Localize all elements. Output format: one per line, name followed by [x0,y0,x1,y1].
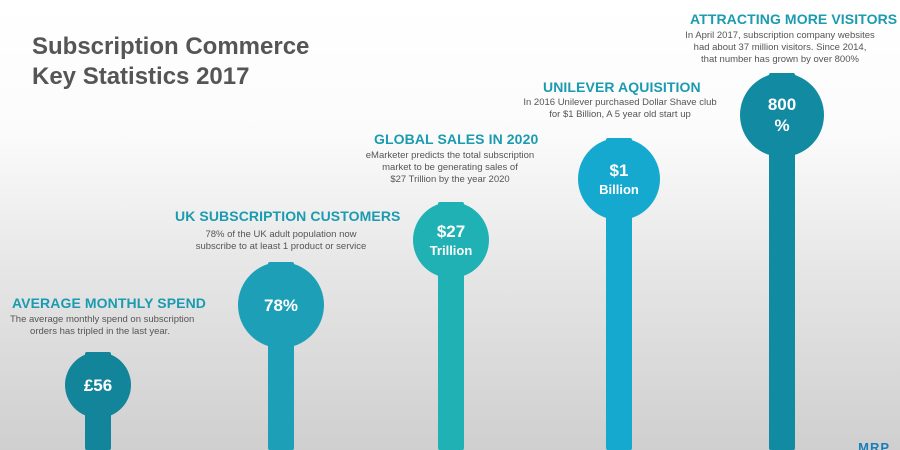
stat-3-heading: GLOBAL SALES IN 2020 [374,131,539,147]
stat-3-marker: $27 Trillion [413,202,489,450]
stat-1-description: The average monthly spend on subscriptio… [10,314,195,337]
stat-4-value-unit: Billion [599,181,639,197]
stat-5-heading: ATTRACTING MORE VISITORS [690,11,898,27]
stat-5-value-unit: % [774,116,790,135]
mrp-logo: MRP [858,440,890,450]
stat-2-value: 78% [263,295,299,315]
title-line-1: Subscription Commerce [32,33,310,60]
stat-3-description: eMarketer predicts the total subscriptio… [365,150,535,185]
stat-2-circle: 78% [238,262,324,348]
stat-5-circle: 800 % [740,73,824,157]
stat-1-marker: £56 [65,352,131,450]
stat-5-marker: 800 % [740,73,824,450]
stat-2-heading: UK SUBSCRIPTION CUSTOMERS [175,208,401,224]
chart-title: Subscription Commerce Key Statistics 201… [32,32,309,92]
stat-3-circle: $27 Trillion [413,202,489,278]
stat-1-value: £56 [83,375,113,395]
stat-4-circle: $1 Billion [578,138,660,220]
stat-2-description: 78% of the UK adult population now subsc… [195,229,367,252]
stat-2-marker: 78% [238,262,324,450]
stat-4-heading: UNILEVER AQUISITION [543,79,701,95]
stat-3-value: $27 [436,221,466,241]
stat-4-description: In 2016 Unilever purchased Dollar Shave … [523,97,717,120]
stat-1-circle: £56 [65,352,131,418]
stat-5-description: In April 2017, subscription company webs… [685,30,875,65]
stat-3-value-unit: Trillion [429,242,473,258]
stat-5-value: 800 [767,95,797,114]
stat-4-value: $1 [609,160,629,180]
stat-1-heading: AVERAGE MONTHLY SPEND [12,295,206,311]
stat-4-marker: $1 Billion [578,138,660,450]
title-line-2: Key Statistics 2017 [32,63,250,90]
